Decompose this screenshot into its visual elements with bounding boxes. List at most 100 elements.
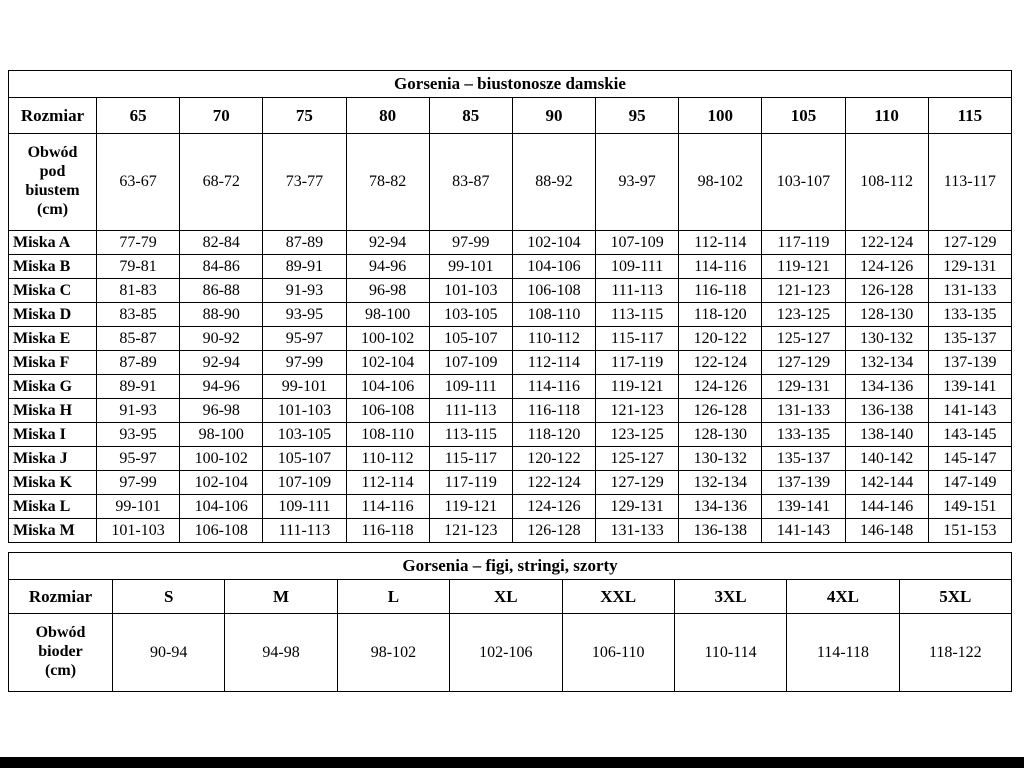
- cup-row-cell: 90-92: [179, 326, 264, 351]
- cup-row-label: Miska D: [8, 302, 97, 327]
- cup-row-cell: 109-111: [595, 254, 680, 279]
- cup-row-label: Miska J: [8, 446, 97, 471]
- cup-row-cell: 89-91: [262, 254, 347, 279]
- cup-row-label: Miska H: [8, 398, 97, 423]
- panties-header-size: M: [224, 579, 338, 614]
- cup-row: Miska E 85-87 90-92 95-97 100-102 105-107 110-…: [8, 326, 1013, 351]
- cup-row-cell: 110-112: [345, 446, 430, 471]
- bras-header-size: 105: [761, 97, 846, 134]
- cup-row-cell: 97-99: [262, 350, 347, 375]
- bras-header-size: 70: [179, 97, 264, 134]
- cup-row-cell: 112-114: [511, 350, 597, 375]
- underbust-row-cell: 78-82: [345, 133, 430, 231]
- cup-row-cell: 121-123: [428, 518, 513, 543]
- bras-header-size: 85: [428, 97, 513, 134]
- panties-title-row: Gorsenia – figi, stringi, szorty: [8, 552, 1012, 580]
- hips-row-cell: 90-94: [111, 613, 226, 692]
- cup-row-cell: 131-133: [927, 278, 1013, 303]
- cup-row-cell: 125-127: [595, 446, 680, 471]
- cup-row-cell: 129-131: [927, 254, 1013, 279]
- cup-row-cell: 121-123: [595, 398, 680, 423]
- cup-row-cell: 117-119: [595, 350, 680, 375]
- underbust-row-cell: 98-102: [678, 133, 763, 231]
- cup-row-cell: 92-94: [179, 350, 264, 375]
- cup-row-label: Miska I: [8, 422, 97, 447]
- cup-row-cell: 137-139: [927, 350, 1013, 375]
- cup-row-cell: 131-133: [761, 398, 846, 423]
- panties-header-size: 5XL: [898, 579, 1013, 614]
- panties-header-size: 4XL: [786, 579, 900, 614]
- cup-row-cell: 107-109: [428, 350, 513, 375]
- underbust-row-cell: 68-72: [179, 133, 264, 231]
- panties-size-table: Gorsenia – figi, stringi, szorty Rozmiar…: [8, 552, 1013, 692]
- cup-row-cell: 130-132: [678, 446, 763, 471]
- bras-header-size: 75: [262, 97, 347, 134]
- cup-row-cell: 104-106: [179, 494, 264, 519]
- cup-row: Miska K 97-99 102-104 107-109 112-114 117-119…: [8, 470, 1013, 495]
- cup-row-label: Miska L: [8, 494, 97, 519]
- cup-row-cell: 149-151: [927, 494, 1013, 519]
- cup-row-cell: 81-83: [95, 278, 181, 303]
- cup-row-cell: 139-141: [927, 374, 1013, 399]
- cup-row-cell: 111-113: [262, 518, 347, 543]
- cup-row-label: Miska A: [8, 230, 97, 255]
- bottom-black-bar: [0, 757, 1024, 768]
- cup-row-cell: 107-109: [262, 470, 347, 495]
- hips-row: Obwód bioder (cm) 90-94 94-98 98-102 102-106…: [8, 613, 1013, 692]
- cup-row-cell: 85-87: [95, 326, 181, 351]
- cup-row-cell: 98-100: [179, 422, 264, 447]
- hips-row-cell: 94-98: [224, 613, 338, 692]
- cup-row: Miska L 99-101 104-106 109-111 114-116 119-12…: [8, 494, 1013, 519]
- panties-header-size: XL: [449, 579, 563, 614]
- cup-row-cell: 128-130: [678, 422, 763, 447]
- cup-row-cell: 129-131: [595, 494, 680, 519]
- cup-row-cell: 108-110: [345, 422, 430, 447]
- cup-row-cell: 116-118: [511, 398, 597, 423]
- bras-header-size: 100: [678, 97, 763, 134]
- cup-row-cell: 111-113: [428, 398, 513, 423]
- cup-row-cell: 108-110: [511, 302, 597, 327]
- cup-row-cell: 100-102: [345, 326, 430, 351]
- cup-row-label: Miska B: [8, 254, 97, 279]
- cup-row-cell: 121-123: [761, 278, 846, 303]
- cup-row-cell: 129-131: [761, 374, 846, 399]
- cup-row-cell: 117-119: [428, 470, 513, 495]
- cup-row-label: Miska C: [8, 278, 97, 303]
- cup-row-cell: 93-95: [95, 422, 181, 447]
- cup-row-cell: 111-113: [595, 278, 680, 303]
- cup-row-cell: 116-118: [345, 518, 430, 543]
- cup-row-cell: 123-125: [595, 422, 680, 447]
- cup-row-cell: 88-90: [179, 302, 264, 327]
- cup-row-cell: 77-79: [95, 230, 181, 255]
- cup-row-cell: 145-147: [927, 446, 1013, 471]
- cup-row-cell: 113-115: [595, 302, 680, 327]
- cup-row-cell: 127-129: [761, 350, 846, 375]
- cup-row-cell: 84-86: [179, 254, 264, 279]
- cup-row-cell: 103-105: [428, 302, 513, 327]
- cup-row-cell: 112-114: [345, 470, 430, 495]
- cup-row-cell: 120-122: [678, 326, 763, 351]
- panties-header-size: S: [111, 579, 226, 614]
- cup-row-cell: 87-89: [262, 230, 347, 255]
- cup-row-cell: 94-96: [345, 254, 430, 279]
- bras-header-size: 65: [95, 97, 181, 134]
- cup-row-cell: 127-129: [927, 230, 1013, 255]
- underbust-row-cell: 73-77: [262, 133, 347, 231]
- cup-row-cell: 133-135: [927, 302, 1013, 327]
- cup-row-label: Miska K: [8, 470, 97, 495]
- cup-row: Miska J 95-97 100-102 105-107 110-112 115-117…: [8, 446, 1013, 471]
- cup-row-cell: 119-121: [428, 494, 513, 519]
- underbust-row-cell: 103-107: [761, 133, 846, 231]
- cup-row-cell: 136-138: [844, 398, 929, 423]
- cup-row-cell: 102-104: [179, 470, 264, 495]
- cup-row-cell: 146-148: [844, 518, 929, 543]
- cup-row-label: Miska F: [8, 350, 97, 375]
- cup-row-cell: 141-143: [761, 518, 846, 543]
- cup-row-cell: 106-108: [511, 278, 597, 303]
- cup-row-cell: 98-100: [345, 302, 430, 327]
- cup-row: Miska D 83-85 88-90 93-95 98-100 103-105 108-1…: [8, 302, 1013, 327]
- cup-row-cell: 117-119: [761, 230, 846, 255]
- cup-row-cell: 99-101: [95, 494, 181, 519]
- cup-row-cell: 125-127: [761, 326, 846, 351]
- cup-row-cell: 87-89: [95, 350, 181, 375]
